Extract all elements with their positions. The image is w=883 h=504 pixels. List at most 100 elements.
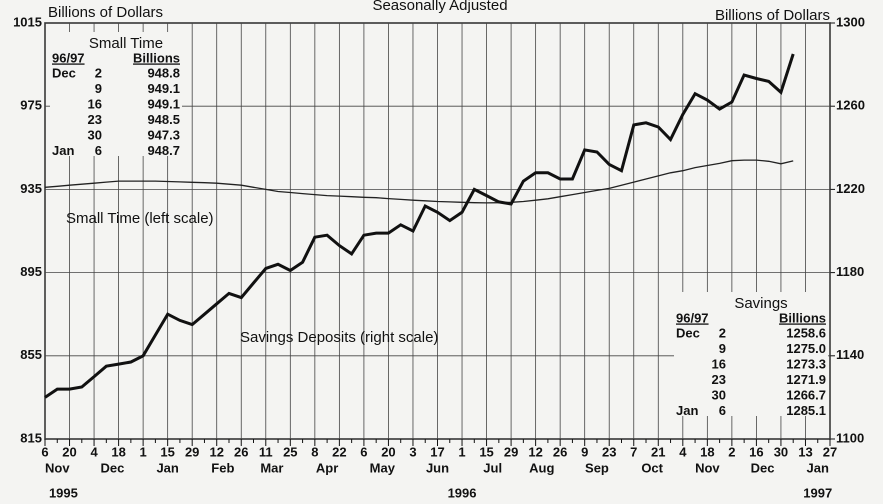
table-cell: 6 — [95, 143, 102, 158]
table-cell: 1273.3 — [786, 356, 826, 371]
table-cell: 9 — [719, 341, 726, 356]
month-label: Nov — [695, 460, 720, 475]
month-label: Dec — [101, 460, 125, 475]
y-tick-label: 815 — [20, 430, 42, 445]
series-line — [44, 53, 795, 399]
y-tick-label: 975 — [20, 98, 42, 113]
x-tick-label: 4 — [90, 444, 98, 459]
table-header: 96/97 — [676, 310, 709, 325]
y2-tick-label: 1220 — [836, 181, 865, 196]
table-cell: 1271.9 — [786, 372, 826, 387]
table-cell: 1266.7 — [786, 387, 826, 402]
x-tick-label: 26 — [234, 444, 248, 459]
x-tick-label: 7 — [630, 444, 637, 459]
table-cell: 2 — [719, 325, 726, 340]
table-cell: 1258.6 — [786, 325, 826, 340]
x-tick-label: 9 — [581, 444, 588, 459]
x-tick-label: 20 — [381, 444, 395, 459]
month-label: Aug — [529, 460, 554, 475]
x-tick-label: 21 — [651, 444, 665, 459]
chart-title: Seasonally Adjusted — [372, 0, 507, 14]
table-cell: 30 — [88, 127, 102, 142]
x-tick-label: 15 — [479, 444, 493, 459]
month-label: Jun — [426, 460, 449, 475]
x-tick-label: 1 — [458, 444, 465, 459]
y-axis-label: Billions of Dollars — [48, 4, 163, 21]
x-tick-label: 13 — [798, 444, 812, 459]
x-tick-label: 29 — [185, 444, 199, 459]
table-cell: 23 — [712, 372, 726, 387]
x-tick-label: 30 — [774, 444, 788, 459]
table-background — [674, 292, 828, 416]
table-cell: 9 — [95, 81, 102, 96]
x-tick-label: 22 — [332, 444, 346, 459]
table-cell: 6 — [719, 403, 726, 418]
month-label: May — [370, 460, 396, 475]
x-tick-label: 17 — [430, 444, 444, 459]
x-tick-label: 27 — [823, 444, 837, 459]
table-cell: Jan — [676, 403, 698, 418]
table-header: 96/97 — [52, 50, 85, 65]
month-label: Jan — [156, 460, 178, 475]
y2-axis-label: Billions of Dollars — [715, 7, 830, 24]
table-cell: 947.3 — [147, 127, 180, 142]
y2-tick-label: 1180 — [836, 264, 864, 279]
y2-tick-label: 1300 — [836, 14, 865, 29]
x-tick-label: 26 — [553, 444, 567, 459]
month-label: Apr — [316, 460, 338, 475]
x-tick-label: 20 — [62, 444, 76, 459]
x-tick-label: 29 — [504, 444, 518, 459]
month-label: Feb — [211, 460, 234, 475]
x-tick-label: 15 — [160, 444, 174, 459]
month-label: Dec — [751, 460, 775, 475]
x-tick-label: 18 — [111, 444, 125, 459]
x-tick-label: 25 — [283, 444, 297, 459]
x-tick-label: 23 — [602, 444, 616, 459]
y-tick-label: 855 — [20, 347, 42, 362]
series-label: Small Time (left scale) — [66, 210, 214, 227]
x-tick-label: 12 — [528, 444, 542, 459]
year-label: 1997 — [803, 485, 832, 500]
table-cell: 16 — [88, 96, 102, 111]
x-tick-label: 16 — [749, 444, 763, 459]
table-cell: Jan — [52, 143, 74, 158]
table-header: Billions — [133, 50, 180, 65]
table-title: Savings — [734, 295, 787, 312]
table-cell: 1275.0 — [786, 341, 826, 356]
table-cell: Dec — [676, 325, 700, 340]
month-label: Jan — [807, 460, 829, 475]
table-cell: Dec — [52, 65, 76, 80]
x-tick-label: 1 — [140, 444, 147, 459]
y-tick-label: 1015 — [13, 14, 42, 29]
month-label: Oct — [641, 460, 663, 475]
month-label: Mar — [260, 460, 283, 475]
table-title: Small Time — [89, 35, 163, 52]
x-tick-label: 6 — [41, 444, 48, 459]
table-cell: 948.8 — [147, 65, 180, 80]
y2-tick-label: 1100 — [836, 430, 864, 445]
x-tick-label: 12 — [209, 444, 223, 459]
month-label: Jul — [483, 460, 502, 475]
table-cell: 948.5 — [147, 112, 180, 127]
x-tick-label: 3 — [409, 444, 416, 459]
y-tick-label: 935 — [20, 181, 42, 196]
y2-tick-label: 1260 — [836, 98, 865, 113]
y2-tick-label: 1140 — [836, 347, 864, 362]
table-cell: 16 — [712, 356, 726, 371]
x-tick-label: 8 — [311, 444, 318, 459]
table-cell: 30 — [712, 387, 726, 402]
year-label: 1996 — [448, 485, 477, 500]
month-label: Sep — [585, 460, 609, 475]
table-cell: 948.7 — [147, 143, 180, 158]
table-header: Billions — [779, 310, 826, 325]
table-cell: 949.1 — [147, 96, 180, 111]
series-label: Savings Deposits (right scale) — [240, 329, 438, 346]
year-label: 1995 — [49, 485, 78, 500]
x-tick-label: 18 — [700, 444, 714, 459]
y-tick-label: 895 — [20, 264, 42, 279]
month-label: Nov — [45, 460, 70, 475]
table-cell: 1285.1 — [786, 403, 826, 418]
x-tick-label: 6 — [360, 444, 367, 459]
x-tick-label: 11 — [259, 444, 273, 459]
